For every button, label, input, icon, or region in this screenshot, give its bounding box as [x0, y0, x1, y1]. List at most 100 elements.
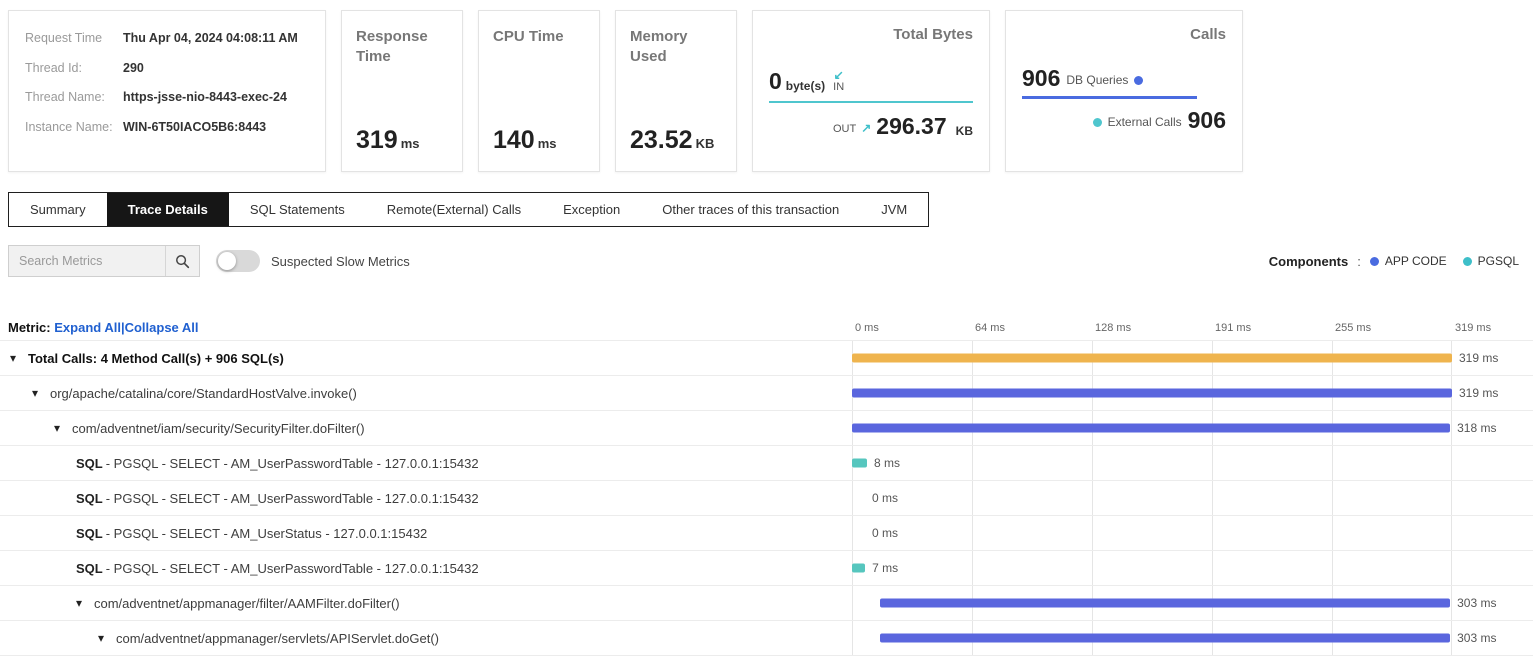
stat-value-unit: KB [695, 136, 715, 151]
timeline-track: 8 ms [852, 446, 1452, 480]
bytes-in-row: 0 byte(s) ↙ IN [769, 69, 973, 93]
metric-name: com/adventnet/appmanager/servlets/APISer… [116, 630, 439, 646]
tab-other-traces-of-this-transaction[interactable]: Other traces of this transaction [662, 202, 840, 217]
components-colon: : [1357, 253, 1361, 269]
stat-card-title: Response Time [356, 28, 428, 65]
legend-dot-icon [1369, 256, 1379, 266]
tab-summary[interactable]: Summary [30, 202, 86, 217]
search-metrics-input[interactable] [9, 246, 165, 276]
search-box [8, 245, 200, 277]
bytes-in-indicator: ↙ IN [833, 69, 844, 93]
timeline-track: 319 ms [852, 341, 1498, 375]
trace-row-label[interactable]: SQL - PGSQL - SELECT - AM_UserStatus - 12… [0, 526, 852, 541]
tab-sql-statements[interactable]: SQL Statements [249, 202, 345, 217]
trace-row-label[interactable]: ▾ com/adventnet/iam/security/SecurityFilt… [0, 421, 852, 436]
stat-card-memory-used: Memory Used 23.52 KB [615, 10, 737, 172]
trace-row-label[interactable]: SQL - PGSQL - SELECT - AM_UserPasswordTab… [0, 456, 852, 471]
timeline-track: 0 ms [852, 481, 1452, 515]
duration-label: 0 ms [872, 526, 899, 540]
metric-name: Total Calls: 4 Method Call(s) + 906 SQL(… [28, 350, 284, 366]
link-separator: | [120, 320, 125, 335]
metrics-toolbar: Suspected Slow Metrics Components : APP … [8, 245, 1525, 277]
duration-bar [852, 563, 866, 573]
toggle-label: Suspected Slow Metrics [271, 253, 410, 269]
timeline-tick: 191 ms [1215, 322, 1252, 334]
trace-row[interactable]: SQL - PGSQL - SELECT - AM_UserPasswordTab… [0, 481, 1533, 516]
toggle-knob [218, 252, 236, 270]
legend-item-app-code: APP CODE [1369, 254, 1447, 268]
arrow-in-icon: ↙ [833, 68, 844, 82]
duration-bar [852, 353, 1452, 363]
timeline-tick: 64 ms [975, 322, 1005, 334]
info-field-value: https-jsse-nio-8443-exec-24 [123, 90, 287, 105]
trace-rows: ▾ Total Calls: 4 Method Call(s) + 906 SQL… [0, 341, 1533, 656]
collapse-arrow-icon[interactable]: ▾ [32, 386, 39, 400]
collapse-arrow-icon[interactable]: ▾ [98, 631, 105, 645]
timeline-tick: 319 ms [1455, 322, 1492, 334]
duration-label: 0 ms [872, 491, 899, 505]
trace-row-label[interactable]: ▾ org/apache/catalina/core/StandardHostVa… [0, 386, 852, 401]
bytes-in-label: IN [833, 81, 845, 93]
duration-label: 319 ms [1459, 351, 1499, 365]
trace-row-label[interactable]: SQL - PGSQL - SELECT - AM_UserPasswordTab… [0, 561, 852, 576]
tab-remote-external-calls[interactable]: Remote(External) Calls [386, 202, 522, 217]
total-bytes-title: Total Bytes [893, 26, 973, 43]
external-calls-row: External Calls 906 [1022, 109, 1226, 132]
trace-row[interactable]: ▾ Total Calls: 4 Method Call(s) + 906 SQL… [0, 341, 1533, 376]
collapse-arrow-icon[interactable]: ▾ [10, 351, 17, 365]
tab-exception[interactable]: Exception [563, 202, 621, 217]
external-calls-dot-icon [1092, 118, 1102, 127]
trace-row[interactable]: ▾ com/adventnet/appmanager/servlets/APISe… [0, 621, 1533, 656]
calls-card: Calls 906 DB Queries External Calls 906 [1005, 10, 1243, 172]
components-legend: Components : APP CODE PGSQL [1269, 254, 1525, 269]
tab-jvm[interactable]: JVM [881, 202, 908, 217]
bytes-out-label: OUT [833, 123, 857, 135]
trace-row[interactable]: SQL - PGSQL - SELECT - AM_UserStatus - 12… [0, 516, 1533, 551]
timeline-track: 0 ms [852, 516, 1452, 550]
duration-label: 319 ms [1459, 386, 1499, 400]
search-button[interactable] [165, 246, 199, 276]
timeline-tick: 0 ms [855, 322, 879, 334]
trace-row-label[interactable]: ▾ com/adventnet/appmanager/servlets/APISe… [0, 631, 852, 646]
legend-dot-icon [1462, 256, 1472, 266]
timeline-tick: 128 ms [1095, 322, 1132, 334]
external-calls-value: 906 [1187, 107, 1226, 133]
stat-value-unit: ms [400, 136, 420, 151]
trace-row-label[interactable]: SQL - PGSQL - SELECT - AM_UserPasswordTab… [0, 491, 852, 506]
timeline-tick: 255 ms [1335, 322, 1372, 334]
bytes-out-row: OUT ↗ 296.37 KB [769, 115, 973, 139]
trace-row[interactable]: SQL - PGSQL - SELECT - AM_UserPasswordTab… [0, 551, 1533, 586]
timeline-track: 303 ms [852, 586, 1496, 620]
trace-row[interactable]: ▾ com/adventnet/iam/security/SecurityFilt… [0, 411, 1533, 446]
timeline-track: 318 ms [852, 411, 1496, 445]
db-queries-value: 906 [1022, 65, 1061, 91]
trace-row[interactable]: ▾ org/apache/catalina/core/StandardHostVa… [0, 376, 1533, 411]
trace-row-label[interactable]: ▾ com/adventnet/appmanager/filter/AAMFilt… [0, 596, 852, 611]
expand-all-link[interactable]: Expand All [54, 320, 121, 335]
trace-row-label[interactable]: ▾ Total Calls: 4 Method Call(s) + 906 SQL… [0, 351, 852, 366]
legend-items: APP CODE PGSQL [1369, 254, 1519, 268]
stat-value-number: 140 [493, 126, 535, 154]
info-field-label: Request Time [25, 31, 103, 45]
collapse-arrow-icon[interactable]: ▾ [76, 596, 83, 610]
stat-value-unit: ms [537, 136, 557, 151]
stat-card-cpu-time: CPU Time 140 ms [478, 10, 600, 172]
sql-prefix: SQL [76, 525, 103, 541]
trace-row[interactable]: ▾ com/adventnet/appmanager/filter/AAMFilt… [0, 586, 1533, 621]
collapse-arrow-icon[interactable]: ▾ [54, 421, 61, 435]
duration-bar [852, 423, 1451, 433]
stat-card-value: 319 ms [356, 126, 448, 155]
stat-card-title: Memory Used [630, 28, 688, 65]
metric-name: - PGSQL - SELECT - AM_UserPasswordTable … [105, 455, 479, 471]
stat-value-number: 23.52 [630, 126, 693, 154]
bytes-in-unit: byte(s) [785, 79, 826, 93]
trace-row[interactable]: SQL - PGSQL - SELECT - AM_UserPasswordTab… [0, 446, 1533, 481]
tab-trace-details[interactable]: Trace Details [106, 193, 229, 226]
info-field-label: Thread Id: [25, 60, 82, 75]
sql-prefix: SQL [76, 560, 103, 576]
db-queries-dot-icon [1134, 76, 1144, 85]
bytes-out-unit: KB [955, 124, 973, 138]
info-field-value: 290 [123, 60, 144, 75]
collapse-all-link[interactable]: Collapse All [124, 320, 199, 335]
suspected-slow-metrics-toggle[interactable] [216, 250, 260, 272]
